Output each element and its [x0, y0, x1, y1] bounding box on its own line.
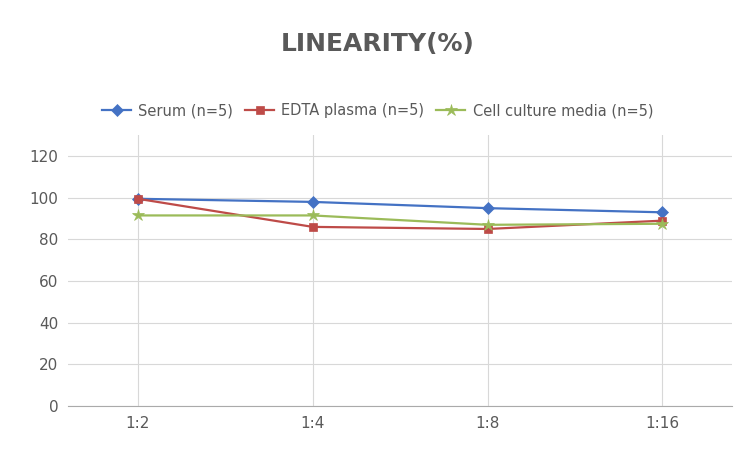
- Text: LINEARITY(%): LINEARITY(%): [281, 32, 474, 55]
- Legend: Serum (n=5), EDTA plasma (n=5), Cell culture media (n=5): Serum (n=5), EDTA plasma (n=5), Cell cul…: [96, 97, 659, 124]
